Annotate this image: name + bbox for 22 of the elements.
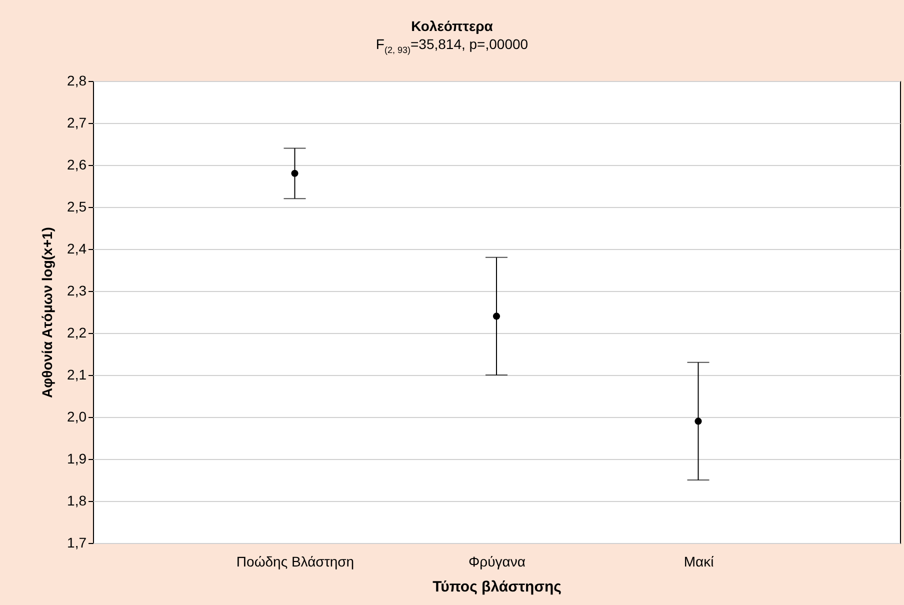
y-tick-label: 1,7	[67, 534, 87, 550]
x-tick-label: Ποώδης Βλάστηση	[236, 554, 354, 570]
y-tick-label: 1,8	[67, 492, 87, 508]
y-tick-label: 2,4	[67, 240, 87, 256]
point	[291, 170, 298, 177]
x-tick-label: Μακί	[684, 554, 714, 570]
y-tick-label: 1,9	[67, 450, 87, 466]
y-tick-label: 2,6	[67, 156, 87, 172]
y-axis-title: Αφθονία Ατόμων log(x+1)	[39, 227, 56, 398]
y-tick-label: 2,7	[67, 114, 87, 130]
chart-title: Κολεόπτερα	[410, 18, 494, 34]
y-tick-label: 2,0	[67, 408, 87, 424]
x-tick-label: Φρύγανα	[468, 554, 526, 570]
y-tick-label: 2,8	[67, 72, 87, 88]
y-tick-label: 2,5	[67, 198, 87, 214]
chart-subtitle: F$_{(2, 93)}$=35,814, p=,00000	[374, 36, 530, 55]
y-tick-label: 2,1	[67, 366, 87, 382]
y-tick-label: 2,3	[67, 282, 87, 298]
x-axis-title: Τύπος βλάστησης	[432, 578, 562, 596]
y-tick-label: 2,2	[67, 324, 87, 340]
point	[694, 418, 702, 425]
point	[492, 312, 500, 320]
